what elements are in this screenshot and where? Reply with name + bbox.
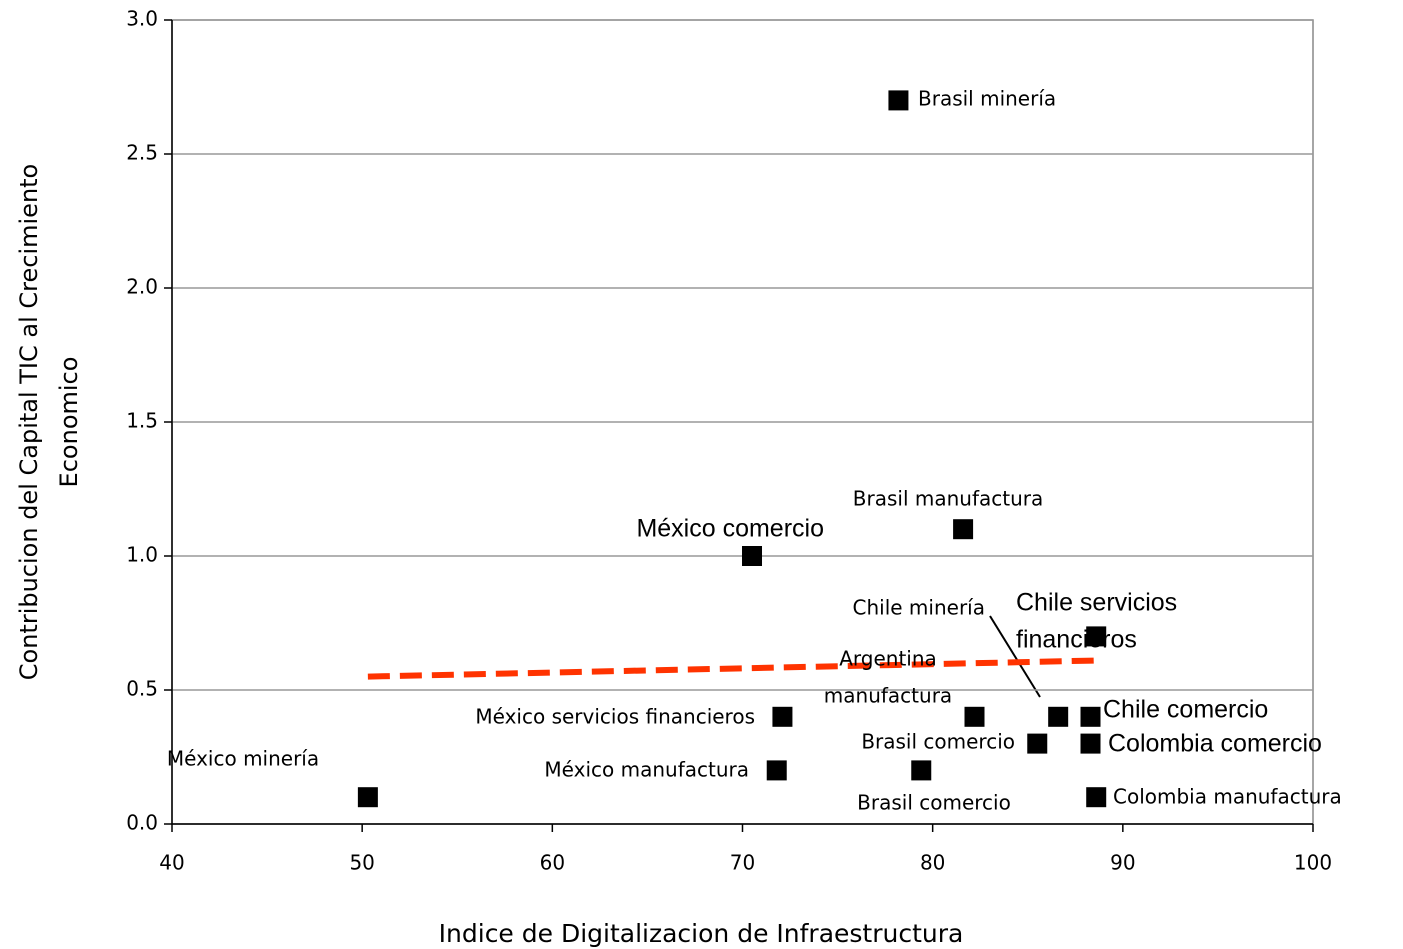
point	[357, 787, 378, 808]
point-label: Brasil minería	[918, 87, 1056, 111]
y-axis-label: Contribucion del Capital TIC al Crecimie…	[15, 164, 83, 680]
point	[1080, 706, 1101, 727]
y-tick-label: 0.0	[126, 811, 158, 835]
trendline	[367, 657, 1097, 680]
point	[1027, 733, 1048, 754]
x-tick-label: 70	[730, 851, 755, 875]
y-axis-label-line: Economico	[55, 357, 83, 488]
y-tick-label: 1.0	[126, 543, 158, 567]
y-tick-label: 3.0	[126, 7, 158, 31]
point	[772, 706, 793, 727]
point	[1080, 733, 1101, 754]
point	[1086, 626, 1107, 647]
point-label: financieros	[1016, 626, 1137, 654]
point	[766, 760, 787, 781]
leader-line	[989, 615, 1041, 698]
point	[1086, 787, 1107, 808]
y-axis-label-line: Contribucion del Capital TIC al Crecimie…	[15, 164, 43, 680]
point-label: Colombia manufactura	[1113, 785, 1342, 809]
point-label: manufactura	[824, 684, 952, 708]
x-tick-label: 60	[540, 851, 565, 875]
x-axis-label: Indice de Digitalizacion de Infraestruct…	[439, 919, 964, 948]
y-tick-label: 2.5	[126, 141, 158, 165]
point-label: Brasil comercio	[861, 730, 1015, 754]
point-label: México comercio	[636, 515, 824, 543]
point-label: Chile minería	[853, 596, 985, 620]
point-label: Brasil comercio	[857, 791, 1011, 815]
point-label: Argentina	[839, 647, 937, 671]
point	[911, 760, 932, 781]
point-label: Chile comercio	[1103, 696, 1268, 724]
y-tick-label: 2.0	[126, 275, 158, 299]
x-tick-label: 40	[159, 851, 184, 875]
point-label: México minería	[167, 747, 319, 771]
y-tick-label: 1.5	[126, 409, 158, 433]
point	[953, 519, 974, 540]
x-tick-label: 100	[1294, 851, 1332, 875]
point-label: México servicios financieros	[475, 705, 755, 729]
point-label: Colombia comercio	[1108, 730, 1322, 758]
point	[1048, 706, 1069, 727]
point-label: Brasil manufactura	[853, 487, 1043, 511]
y-tick-label: 0.5	[126, 677, 158, 701]
point	[888, 90, 909, 111]
x-tick-label: 90	[1110, 851, 1135, 875]
x-tick-label: 80	[920, 851, 945, 875]
x-tick-label: 50	[349, 851, 374, 875]
point-label: México manufactura	[544, 758, 749, 782]
point	[742, 546, 763, 566]
point	[964, 706, 985, 727]
point-label: Chile servicios	[1016, 589, 1177, 617]
